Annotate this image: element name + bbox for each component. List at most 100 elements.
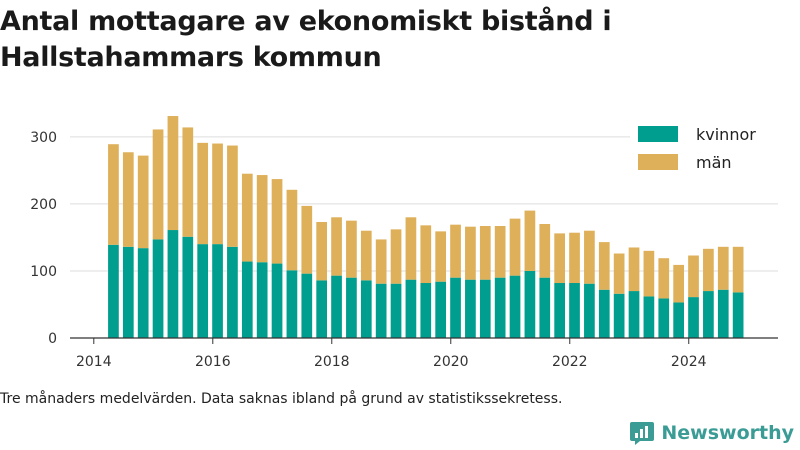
- bar-man: [108, 144, 119, 245]
- bar-kvinnor: [301, 273, 313, 338]
- bar-kvinnor: [673, 302, 684, 338]
- y-tick-label: 200: [30, 197, 57, 213]
- bar-kvinnor: [227, 246, 238, 338]
- bar-kvinnor: [658, 298, 670, 338]
- legend-swatch-man: [638, 154, 678, 170]
- bar-kvinnor: [375, 283, 387, 338]
- bar-kvinnor: [182, 236, 194, 338]
- bar-kvinnor: [688, 297, 699, 338]
- bar-man: [703, 248, 714, 292]
- bar-man: [316, 221, 328, 281]
- bar-kvinnor: [703, 291, 714, 338]
- bar-kvinnor: [316, 280, 328, 338]
- bar-man: [479, 226, 491, 280]
- bar-kvinnor: [286, 270, 298, 338]
- legend-label-kvinnor: kvinnor: [696, 124, 756, 144]
- bar-man: [628, 247, 640, 292]
- bar-man: [539, 224, 551, 278]
- newsworthy-logo-icon: [630, 422, 655, 445]
- x-tick-label: 2022: [552, 354, 588, 370]
- brand-name: Newsworthy: [661, 422, 794, 444]
- bar-man: [182, 127, 194, 237]
- bar-man: [152, 129, 164, 240]
- bar-kvinnor: [717, 289, 729, 338]
- bar-man: [122, 152, 134, 247]
- chart-note: Tre månaders medelvärden. Data saknas ib…: [0, 391, 563, 407]
- x-tick-label: 2018: [314, 354, 350, 370]
- bar-kvinnor: [732, 292, 744, 338]
- x-tick-label: 2020: [433, 354, 469, 370]
- bar-kvinnor: [539, 277, 551, 338]
- bar-kvinnor: [256, 262, 268, 338]
- bar-man: [435, 231, 447, 282]
- legend-item-man: män: [630, 148, 778, 176]
- bar-man: [673, 264, 684, 303]
- bar-man: [688, 255, 699, 298]
- bar-man: [167, 116, 179, 231]
- bar-man: [554, 233, 566, 284]
- bar-man: [598, 242, 610, 290]
- legend-item-kvinnor: kvinnor: [630, 120, 778, 148]
- bar-man: [643, 250, 655, 297]
- bar-kvinnor: [509, 275, 521, 338]
- chart-title: Antal mottagare av ekonomiskt bistånd i …: [0, 6, 612, 73]
- legend-swatch-kvinnor: [638, 126, 678, 142]
- bar-kvinnor: [465, 279, 476, 338]
- bar-kvinnor: [108, 244, 119, 338]
- brand-logo[interactable]: Newsworthy: [629, 420, 794, 446]
- bar-kvinnor: [137, 248, 149, 338]
- y-tick-label: 0: [48, 331, 57, 347]
- bar-man: [390, 229, 402, 284]
- bar-kvinnor: [643, 296, 655, 338]
- bar-kvinnor: [435, 281, 447, 338]
- bar-man: [197, 142, 209, 245]
- bar-kvinnor: [152, 239, 164, 338]
- bar-man: [584, 230, 595, 284]
- bar-man: [227, 145, 238, 247]
- bar-man: [717, 246, 729, 290]
- axes: 2014 2016 2018 2020 2022 2024: [70, 337, 778, 370]
- bar-man: [569, 232, 580, 284]
- legend-label-man: män: [696, 152, 732, 172]
- bar-man: [450, 224, 461, 278]
- bar-kvinnor: [390, 283, 402, 338]
- bar-kvinnor: [569, 283, 580, 338]
- legend: kvinnor män: [630, 116, 778, 180]
- bar-kvinnor: [405, 279, 417, 338]
- bar-kvinnor: [122, 246, 134, 338]
- bar-man: [360, 230, 372, 281]
- x-tick-label: 2016: [195, 354, 231, 370]
- y-tick-label: 300: [30, 130, 57, 146]
- bar-kvinnor: [450, 277, 461, 338]
- bar-man: [732, 246, 744, 293]
- bar-kvinnor: [241, 261, 253, 338]
- bar-man: [271, 179, 283, 264]
- bar-kvinnor: [360, 280, 372, 338]
- bar-man: [465, 226, 476, 280]
- bar-kvinnor: [524, 270, 536, 338]
- bar-kvinnor: [167, 230, 179, 338]
- bars: [108, 116, 744, 338]
- bar-kvinnor: [598, 289, 610, 338]
- bar-kvinnor: [613, 293, 625, 338]
- bar-kvinnor: [197, 244, 209, 338]
- bar-man: [405, 217, 417, 280]
- bar-kvinnor: [271, 263, 283, 338]
- bar-kvinnor: [628, 291, 640, 338]
- bar-kvinnor: [346, 277, 357, 338]
- bar-man: [509, 218, 521, 276]
- x-tick-label: 2024: [671, 354, 707, 370]
- bar-kvinnor: [212, 244, 223, 338]
- bar-man: [375, 239, 387, 284]
- bar-man: [137, 155, 149, 249]
- bar-man: [494, 226, 506, 278]
- bar-man: [286, 189, 298, 271]
- bar-man: [420, 225, 432, 284]
- bar-man: [346, 220, 357, 278]
- bar-man: [658, 258, 670, 299]
- bar-kvinnor: [420, 283, 432, 338]
- bar-man: [524, 210, 536, 271]
- bar-kvinnor: [479, 279, 491, 338]
- y-tick-label: 100: [30, 264, 57, 280]
